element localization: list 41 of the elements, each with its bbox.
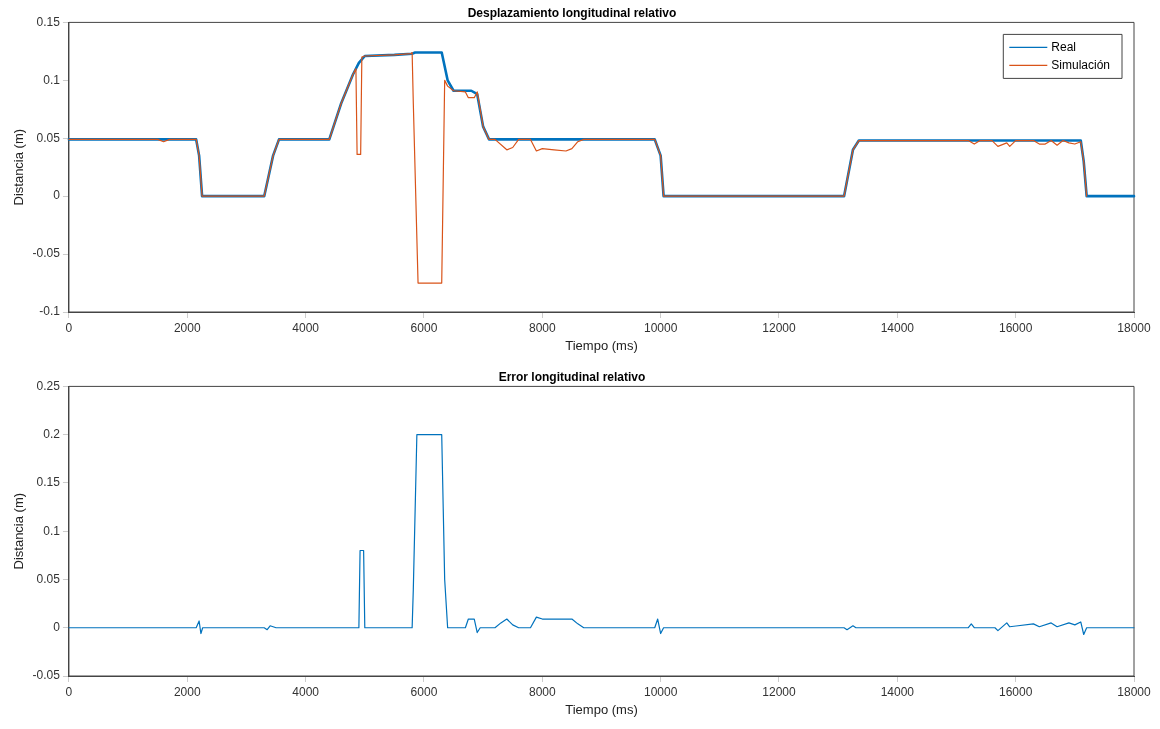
y-tick-label: -0.05 bbox=[32, 668, 61, 683]
y-tick-label: 0.2 bbox=[43, 426, 61, 441]
y-tick-label: 0.1 bbox=[43, 72, 61, 87]
y-tick-label: -0.05 bbox=[32, 246, 61, 261]
legend-label: Real bbox=[1051, 39, 1076, 54]
y-tick-label: 0.15 bbox=[36, 475, 61, 490]
x-tick-label: 6000 bbox=[410, 684, 438, 699]
x-tick-label: 8000 bbox=[528, 684, 556, 699]
y-tick-label: 0 bbox=[53, 188, 61, 203]
x-tick-label: 0 bbox=[65, 684, 73, 699]
x-tick-label: 6000 bbox=[410, 320, 438, 335]
x-tick-label: 8000 bbox=[528, 320, 556, 335]
x-tick-label: 2000 bbox=[173, 684, 201, 699]
x-tick-label: 14000 bbox=[880, 684, 915, 699]
y-axis-title: Distancia (m) bbox=[11, 128, 27, 206]
y-tick-label: 0.25 bbox=[36, 378, 61, 393]
x-tick-label: 2000 bbox=[173, 320, 201, 335]
chart-title: Error longitudinal relativo bbox=[498, 369, 646, 384]
x-axis-title: Tiempo (ms) bbox=[565, 337, 638, 353]
x-tick-label: 10000 bbox=[643, 684, 678, 699]
x-tick-label: 14000 bbox=[880, 320, 915, 335]
x-tick-label: 16000 bbox=[998, 684, 1033, 699]
y-tick-label: 0.15 bbox=[36, 14, 61, 29]
x-tick-label: 16000 bbox=[998, 320, 1033, 335]
x-tick-label: 4000 bbox=[292, 320, 320, 335]
y-axis-title: Distancia (m) bbox=[11, 492, 27, 570]
y-tick-label: 0.1 bbox=[43, 523, 61, 538]
y-tick-label: 0.05 bbox=[36, 130, 61, 145]
legend-label: Simulación bbox=[1051, 57, 1111, 72]
x-tick-label: 18000 bbox=[1117, 684, 1152, 699]
x-tick-label: 0 bbox=[65, 320, 73, 335]
y-tick-label: 0 bbox=[53, 620, 61, 635]
x-axis-title: Tiempo (ms) bbox=[565, 701, 638, 717]
chart-title: Desplazamiento longitudinal relativo bbox=[467, 5, 677, 20]
x-tick-label: 4000 bbox=[292, 684, 320, 699]
x-tick-label: 12000 bbox=[762, 320, 796, 335]
x-tick-label: 18000 bbox=[1117, 320, 1152, 335]
x-tick-label: 12000 bbox=[762, 684, 796, 699]
x-tick-label: 10000 bbox=[643, 320, 678, 335]
y-tick-label: 0.05 bbox=[36, 571, 61, 586]
y-tick-label: -0.1 bbox=[39, 304, 61, 319]
